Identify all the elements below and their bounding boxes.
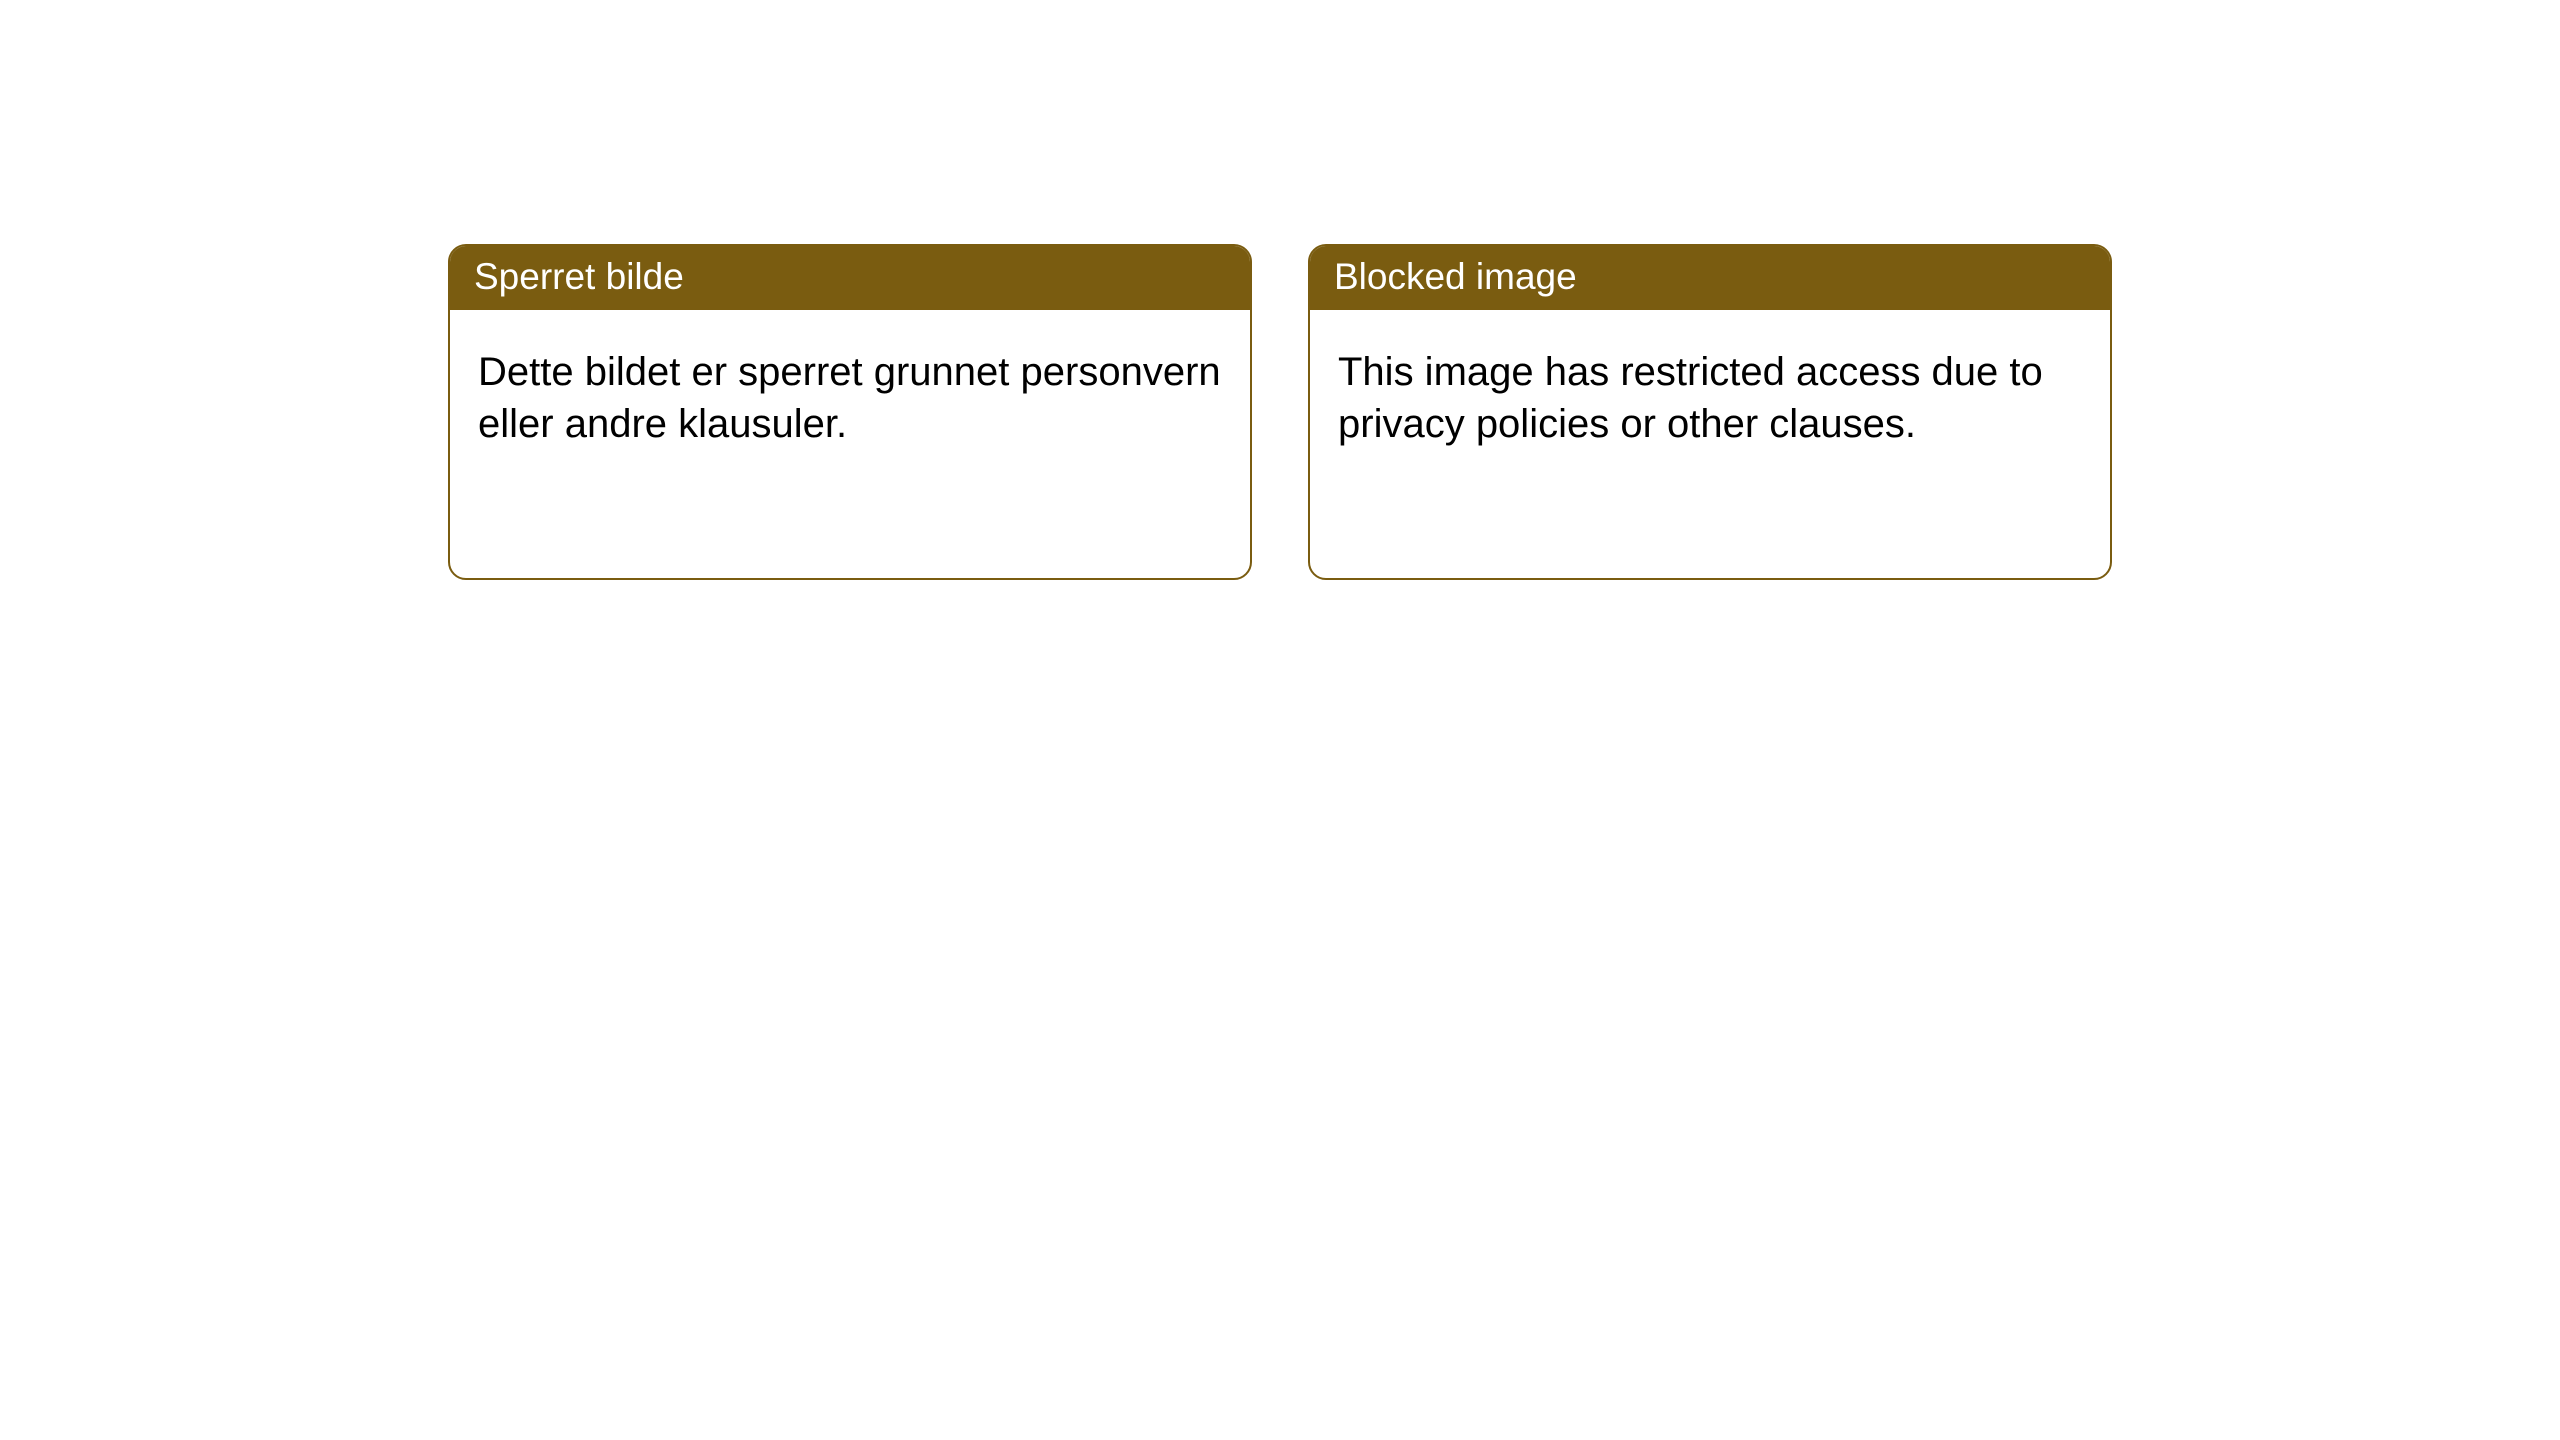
notice-body-norwegian: Dette bildet er sperret grunnet personve… [450, 310, 1250, 486]
notice-box-norwegian: Sperret bilde Dette bildet er sperret gr… [448, 244, 1252, 580]
notice-container: Sperret bilde Dette bildet er sperret gr… [0, 0, 2560, 580]
notice-body-english: This image has restricted access due to … [1310, 310, 2110, 486]
notice-box-english: Blocked image This image has restricted … [1308, 244, 2112, 580]
notice-title-english: Blocked image [1310, 246, 2110, 310]
notice-title-norwegian: Sperret bilde [450, 246, 1250, 310]
